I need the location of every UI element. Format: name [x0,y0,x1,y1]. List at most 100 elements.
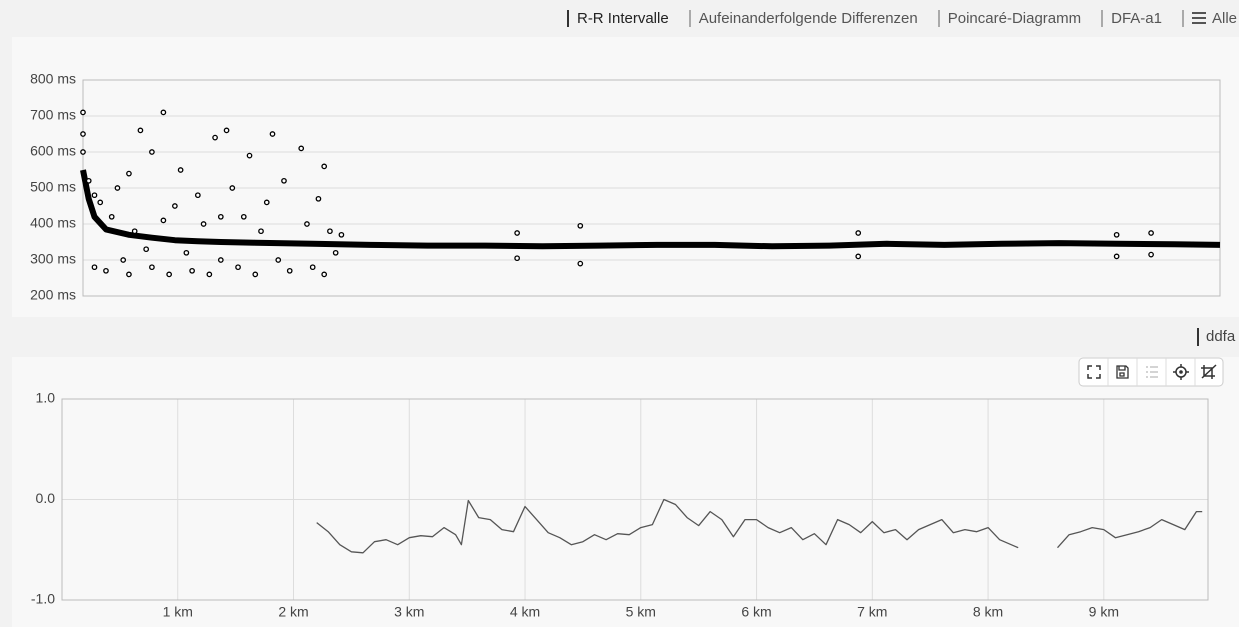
y-tick-label: 1.0 [36,390,56,406]
scatter-point [131,228,138,235]
tab[interactable]: R-R Intervalle [566,9,677,27]
scatter-point [177,167,184,173]
x-tick-label: 7 km [857,604,887,620]
tab[interactable]: Aufeinanderfolgende Differenzen [688,9,926,27]
x-tick-label: 6 km [741,604,771,620]
scatter-point [514,230,520,236]
plot-frame [61,398,1209,601]
scatter-point [223,127,230,134]
scatter-point [855,253,862,260]
tab-bar: R-R Intervalle Aufeinanderfolgende Diffe… [0,0,1239,36]
x-tick-label: 5 km [626,604,656,620]
tab[interactable]: ddfa [1206,328,1236,345]
reset-button[interactable] [1173,364,1189,380]
scatter-point [126,170,132,177]
y-tick-label: -1.0 [31,591,55,607]
y-tick-label: 500 ms [30,179,76,195]
panel [12,357,1239,627]
scatter-point [160,109,167,116]
scatter-point [577,260,584,267]
y-tick-label: 300 ms [30,251,76,267]
scatter-point [126,271,132,278]
y-tick-label: 700 ms [30,107,76,123]
scatter-point [80,131,86,137]
scatter-point [200,221,207,227]
scatter-point [183,249,190,256]
scatter-point [298,145,305,152]
scatter-point [304,221,310,227]
toolbar [1078,357,1224,387]
scatter-point [108,213,115,220]
scatter-point [120,257,127,263]
scatter-point [194,192,201,199]
scatter-point [217,257,224,263]
trend-band [80,169,1221,250]
scatter-point [97,199,104,206]
x-tick-label: 9 km [1089,604,1119,620]
crop-button[interactable] [1201,364,1217,379]
scatter-point [246,152,253,159]
scatter-point [332,249,339,256]
scatter-point [263,199,270,206]
scatter-point [258,228,264,235]
scatter-point [240,213,247,220]
tab[interactable]: Alle [1181,9,1239,27]
scatter-point [855,230,862,236]
scatter-point [91,264,98,271]
scatter-point [143,246,150,253]
line [316,498,1203,554]
scatter-point [91,192,98,199]
tab[interactable]: Poincaré-Diagramm [937,9,1089,27]
tab[interactable]: DFA-a1 [1101,9,1170,27]
x-tick-label: 4 km [510,604,540,620]
scatter-point [80,149,86,155]
panel [12,37,1239,317]
scatter-point [338,231,345,238]
x-tick-label: 1 km [163,604,193,620]
scatter-point [85,177,92,184]
scatter-point [189,267,195,274]
scatter-point [321,163,328,170]
save-button[interactable] [1116,365,1129,379]
scatter-point [149,264,155,271]
scatter-point [206,271,213,278]
scatter-point [217,213,224,220]
scatter-point [172,203,178,209]
scatter-point [315,195,322,202]
scatter-point [514,255,520,262]
scatter-point [160,217,167,224]
x-tick-label: 3 km [394,604,424,620]
scatter-point [235,264,241,271]
scatter-point [1113,253,1120,260]
x-tick-label: 8 km [973,604,1003,620]
y-tick-label: 200 ms [30,287,76,303]
scatter-point [252,271,259,278]
scatter-point [286,267,293,274]
scatter-point [229,185,236,191]
scatter-point [103,267,109,274]
tab-label: Alle [1211,9,1237,27]
charts: ddfa 200 ms 300 ms 400 ms 500 ms 600 ms 700 m… [12,37,1239,627]
plot-frame [82,79,1221,297]
y-tick-label: 0.0 [36,490,56,506]
y-tick-label: 400 ms [30,215,76,231]
scatter-point [309,264,316,271]
scatter-point [327,228,333,235]
scatter-point [137,127,144,134]
scatter-point [281,177,287,184]
fullscreen-button[interactable] [1087,365,1101,379]
scatter-point [1113,231,1120,238]
scatter-point [212,134,218,141]
scatter-point [321,271,328,278]
scatter-point [166,271,172,278]
y-tick-label: 800 ms [30,71,76,87]
scatter-point [275,257,282,263]
legend-button[interactable] [1146,366,1158,378]
scatter-point [114,185,121,191]
scatter-point [1148,251,1154,258]
scatter-point [577,222,584,229]
y-tick-label: 600 ms [30,143,76,159]
menu-icon [1191,12,1206,24]
scatter-point [1148,230,1154,236]
